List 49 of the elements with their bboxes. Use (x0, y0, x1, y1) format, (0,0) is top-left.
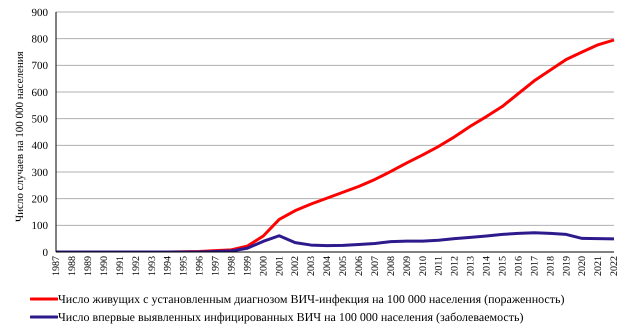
y-tick-label: 700 (32, 60, 48, 72)
x-tick-label: 2017 (529, 256, 540, 276)
x-tick-label: 2000 (258, 256, 270, 276)
x-tick-label: 2001 (274, 256, 286, 276)
y-tick-label: 200 (32, 194, 48, 206)
x-tick-label: 1989 (82, 256, 94, 276)
legend-label: Число живущих с установленным диагнозом ВИЧ-инфекция на 100 000 населения (пораженность) (58, 292, 564, 306)
x-tick-label: 2012 (450, 256, 461, 276)
x-tick-label: 1994 (162, 256, 174, 276)
x-tick-label: 2013 (466, 256, 477, 276)
y-tick-label: 300 (32, 166, 48, 179)
y-tick-label: 500 (32, 114, 48, 126)
x-tick-label: 2021 (593, 256, 604, 276)
y-tick-label: 800 (32, 34, 48, 46)
x-tick-label: 2006 (354, 256, 366, 276)
legend-label: Число впервые выявленных инфицированных ВИЧ на 100 000 населения (заболеваемость) (58, 310, 524, 324)
y-tick-label: 600 (32, 86, 48, 99)
x-tick-label: 2007 (370, 256, 381, 276)
x-tick-label: 2019 (561, 256, 572, 276)
y-tick-label: 900 (32, 6, 48, 19)
x-tick-label: 2020 (577, 256, 588, 276)
x-tick-label: 2018 (545, 256, 556, 276)
x-tick-label: 2014 (482, 256, 493, 276)
x-tick-label: 1995 (178, 256, 190, 276)
y-tick-label: 100 (32, 220, 48, 232)
x-tick-label: 2004 (322, 256, 334, 276)
x-tick-label: 1998 (226, 256, 238, 276)
x-tick-label: 2003 (306, 256, 318, 276)
x-tick-label: 1990 (98, 256, 110, 276)
x-tick-label: 2009 (402, 256, 413, 276)
x-tick-label: 1991 (114, 256, 126, 276)
x-tick-label: 2011 (434, 256, 445, 276)
x-tick-label: 2010 (418, 256, 429, 276)
x-tick-label: 1997 (210, 256, 222, 276)
x-tick-label: 2015 (498, 256, 508, 276)
x-tick-label: 2016 (513, 256, 524, 276)
x-tick-label: 2005 (338, 256, 350, 276)
x-tick-label: 1992 (130, 256, 142, 276)
y-tick-label: 400 (32, 140, 48, 152)
x-tick-label: 2022 (609, 256, 620, 276)
x-tick-label: 1988 (67, 256, 78, 276)
x-tick-label: 1996 (194, 256, 206, 276)
x-tick-label: 2002 (290, 256, 302, 276)
x-tick-label: 1987 (51, 256, 62, 276)
x-tick-label: 2008 (386, 256, 397, 276)
x-tick-label: 1999 (242, 256, 254, 276)
y-axis-title: Число случаев на 100 000 населения (14, 51, 26, 222)
y-tick-label: 0 (42, 246, 48, 259)
x-tick-label: 1993 (146, 256, 158, 276)
